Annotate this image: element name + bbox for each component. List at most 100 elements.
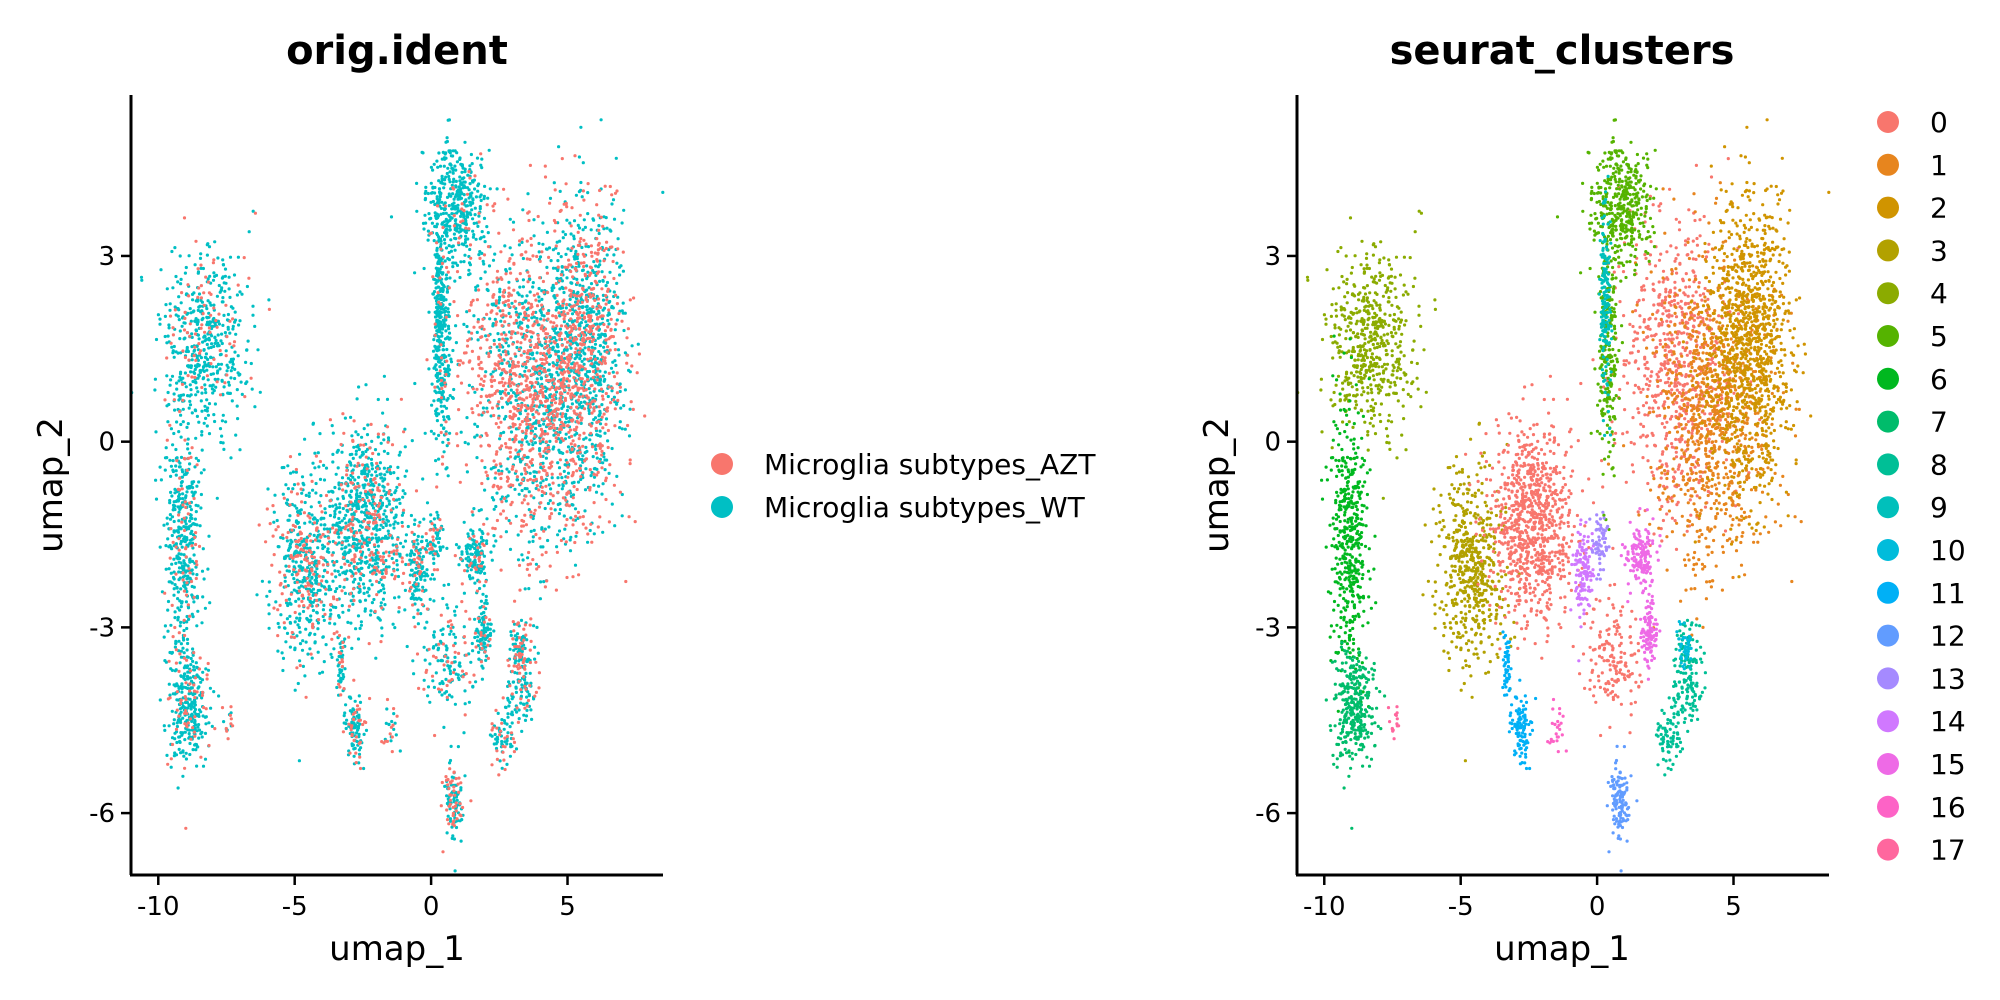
data-point: [532, 218, 536, 222]
data-point: [295, 506, 299, 510]
data-point: [473, 206, 477, 210]
data-point: [335, 559, 339, 564]
data-point: [192, 349, 196, 353]
data-point: [357, 494, 361, 499]
data-point: [472, 233, 476, 237]
data-point: [284, 483, 288, 487]
data-point: [318, 432, 322, 436]
data-point: [256, 348, 260, 352]
data-point: [460, 177, 464, 181]
data-point: [622, 208, 626, 212]
data-point: [527, 442, 531, 446]
data-point: [620, 309, 624, 313]
data-point: [564, 432, 568, 436]
data-point: [219, 362, 224, 366]
data-point: [517, 492, 521, 496]
data-point: [489, 414, 493, 418]
data-point: [166, 608, 170, 612]
data-point: [179, 435, 183, 439]
data-point: [179, 484, 183, 488]
data-point: [499, 319, 503, 323]
data-point: [318, 671, 322, 675]
data-point: [352, 530, 356, 534]
data-point: [355, 496, 359, 500]
data-point: [297, 759, 301, 763]
data-point: [539, 580, 543, 584]
data-point: [561, 236, 565, 240]
data-point: [606, 394, 610, 399]
data-point: [375, 540, 379, 544]
data-point: [602, 345, 606, 349]
data-point: [497, 348, 501, 352]
data-point: [171, 351, 175, 355]
data-point: [465, 215, 470, 219]
data-point: [335, 658, 339, 662]
data-point: [354, 627, 358, 631]
data-point: [358, 722, 362, 726]
data-point: [551, 266, 556, 270]
data-point: [375, 528, 379, 532]
data-point: [185, 425, 189, 429]
data-point: [299, 560, 303, 564]
data-point: [503, 244, 507, 248]
data-point: [338, 642, 342, 646]
data-point: [627, 434, 632, 438]
data-point: [334, 575, 338, 579]
data-point: [518, 320, 522, 324]
data-point: [168, 650, 172, 655]
data-point: [158, 317, 162, 321]
data-point: [433, 224, 437, 229]
data-point: [196, 318, 200, 322]
data-point: [449, 154, 453, 158]
data-point: [355, 397, 359, 401]
data-point: [197, 728, 202, 732]
data-point: [339, 565, 343, 570]
data-point: [385, 518, 389, 522]
data-point: [174, 469, 178, 473]
data-point: [186, 670, 190, 674]
data-point: [509, 633, 513, 638]
data-point: [348, 549, 352, 553]
data-point: [328, 608, 333, 612]
data-point: [281, 536, 285, 540]
data-point: [436, 293, 440, 298]
data-point: [485, 225, 489, 229]
data-point: [212, 303, 216, 307]
data-point: [338, 506, 342, 510]
data-point: [566, 445, 571, 449]
data-point: [372, 597, 376, 602]
data-point: [440, 272, 444, 276]
data-point: [448, 180, 452, 184]
data-point: [156, 313, 160, 317]
data-point: [313, 466, 317, 470]
data-point: [498, 290, 502, 294]
data-point: [439, 404, 443, 408]
data-point: [312, 563, 316, 567]
data-point: [180, 706, 184, 710]
data-point: [185, 589, 189, 594]
data-point: [362, 486, 366, 490]
data-point: [178, 685, 182, 689]
data-point: [615, 474, 619, 478]
data-point: [268, 589, 272, 594]
data-point: [573, 563, 578, 567]
data-point: [535, 625, 539, 630]
data-point: [213, 341, 217, 345]
data-point: [416, 534, 420, 539]
data-point: [333, 589, 337, 594]
data-point: [505, 722, 509, 726]
data-point: [287, 597, 291, 601]
data-point: [537, 423, 542, 428]
data-point: [176, 618, 180, 622]
data-point: [172, 506, 176, 510]
data-point: [179, 351, 183, 355]
data-point: [470, 208, 474, 212]
data-point: [525, 487, 529, 491]
data-point: [336, 664, 340, 668]
data-point: [201, 340, 205, 344]
data-point: [288, 614, 292, 618]
data-point: [454, 184, 458, 188]
data-point: [456, 745, 460, 749]
data-point: [172, 519, 176, 524]
data-point: [222, 385, 226, 389]
